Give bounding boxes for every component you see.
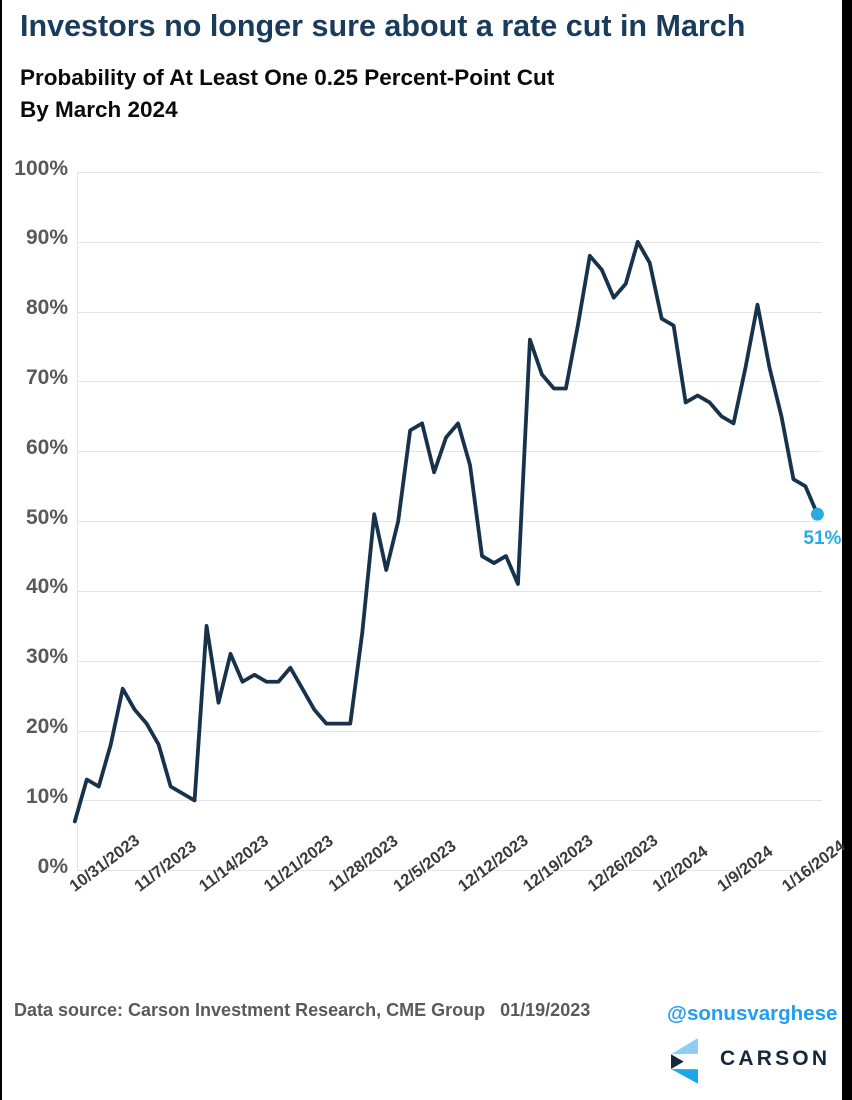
svg-text:12/19/2023: 12/19/2023 — [520, 831, 597, 895]
svg-text:1/9/2024: 1/9/2024 — [714, 842, 777, 896]
svg-text:10/31/2023: 10/31/2023 — [66, 831, 143, 895]
svg-text:12/12/2023: 12/12/2023 — [455, 831, 532, 895]
svg-text:11/28/2023: 11/28/2023 — [325, 832, 401, 896]
svg-text:11/21/2023: 11/21/2023 — [261, 832, 337, 896]
svg-text:12/26/2023: 12/26/2023 — [585, 831, 662, 895]
svg-text:1/2/2024: 1/2/2024 — [649, 842, 712, 896]
svg-text:11/14/2023: 11/14/2023 — [196, 832, 272, 896]
svg-text:1/16/2024: 1/16/2024 — [779, 836, 849, 895]
